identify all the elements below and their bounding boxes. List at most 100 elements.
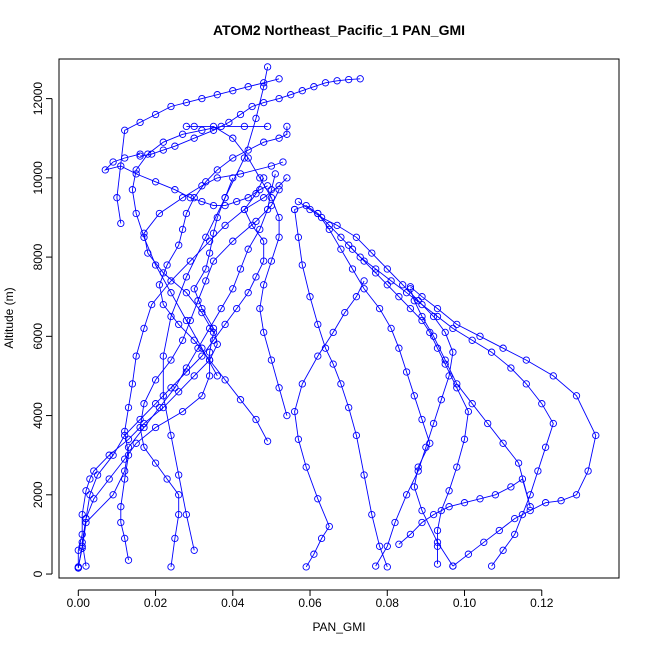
data-point xyxy=(186,194,194,202)
data-point xyxy=(213,372,221,380)
data-point xyxy=(306,205,314,214)
data-point xyxy=(275,75,283,83)
data-point xyxy=(418,518,426,527)
data-point xyxy=(522,380,530,388)
data-point xyxy=(229,285,237,293)
data-point xyxy=(178,407,187,416)
data-point xyxy=(171,384,179,392)
data-point xyxy=(178,130,187,138)
data-point xyxy=(90,467,98,475)
data-point xyxy=(526,503,534,511)
data-point xyxy=(541,443,550,451)
data-point xyxy=(132,170,140,178)
data-point xyxy=(198,126,206,134)
data-point xyxy=(163,261,171,269)
series-line-2 xyxy=(77,177,265,568)
data-point xyxy=(314,320,322,329)
series-line-9 xyxy=(162,66,269,551)
data-point xyxy=(410,483,418,491)
data-point xyxy=(275,94,283,103)
data-point xyxy=(514,459,523,467)
data-point xyxy=(151,110,160,119)
data-point xyxy=(209,257,218,265)
data-point xyxy=(190,134,198,142)
data-point xyxy=(155,281,164,289)
data-point xyxy=(290,407,299,416)
data-point xyxy=(410,392,418,400)
data-point xyxy=(464,550,473,558)
data-point xyxy=(267,162,276,170)
data-point xyxy=(182,364,191,372)
data-point xyxy=(414,297,422,305)
data-point xyxy=(321,344,330,352)
data-point xyxy=(410,297,418,305)
data-point xyxy=(395,293,403,301)
data-point xyxy=(314,209,322,218)
data-point xyxy=(445,487,453,495)
data-point xyxy=(368,510,376,519)
data-point xyxy=(209,122,218,131)
data-point xyxy=(233,304,241,313)
data-point xyxy=(202,265,210,273)
data-point xyxy=(244,245,252,253)
data-point xyxy=(236,170,245,178)
data-point xyxy=(117,219,125,228)
data-point xyxy=(78,544,86,552)
data-point xyxy=(310,550,318,558)
data-point xyxy=(399,281,407,289)
data-point xyxy=(221,201,229,210)
data-point xyxy=(256,304,264,313)
data-point xyxy=(182,289,191,297)
data-point xyxy=(260,237,268,245)
data-point xyxy=(171,142,179,150)
series-line-6 xyxy=(120,177,288,561)
data-point xyxy=(136,118,144,127)
data-point xyxy=(426,439,434,447)
data-point xyxy=(383,265,391,273)
data-point xyxy=(202,277,210,285)
data-point xyxy=(329,360,337,368)
data-point xyxy=(117,518,125,527)
data-point xyxy=(140,443,148,451)
x-tick-label: 0.06 xyxy=(298,596,322,610)
data-point xyxy=(132,439,140,447)
data-point xyxy=(476,495,484,503)
data-point xyxy=(182,316,191,325)
series-line-14 xyxy=(294,280,365,568)
data-point xyxy=(507,483,515,491)
data-point xyxy=(167,356,175,364)
chart-title: ATOM2 Northeast_Pacific_1 PAN_GMI xyxy=(213,22,465,38)
data-point xyxy=(437,506,445,515)
data-point xyxy=(209,126,218,134)
data-point xyxy=(74,563,82,571)
series-line-15 xyxy=(294,205,454,567)
data-point xyxy=(337,245,345,253)
data-point xyxy=(325,225,333,234)
data-point xyxy=(441,328,449,337)
data-point xyxy=(310,83,318,91)
data-point xyxy=(333,221,341,230)
data-point xyxy=(275,233,283,241)
x-tick-label: 0.00 xyxy=(67,596,91,610)
data-point xyxy=(283,174,291,182)
data-point xyxy=(209,336,218,344)
data-point xyxy=(495,526,503,535)
x-axis-label: PAN_GMI xyxy=(312,620,365,634)
series-line-11 xyxy=(103,153,268,207)
series-line-16 xyxy=(298,201,454,567)
data-point xyxy=(167,102,175,111)
data-point xyxy=(352,293,361,301)
data-point xyxy=(221,320,229,329)
data-point xyxy=(352,431,361,440)
data-point xyxy=(190,372,198,380)
data-point xyxy=(198,344,206,352)
data-point xyxy=(78,530,86,539)
data-point xyxy=(182,122,191,131)
data-point xyxy=(240,154,249,162)
data-point xyxy=(337,380,345,388)
data-point xyxy=(248,102,256,111)
data-point xyxy=(383,542,391,550)
data-point xyxy=(345,241,353,249)
data-point xyxy=(82,487,90,495)
data-point xyxy=(468,336,476,344)
